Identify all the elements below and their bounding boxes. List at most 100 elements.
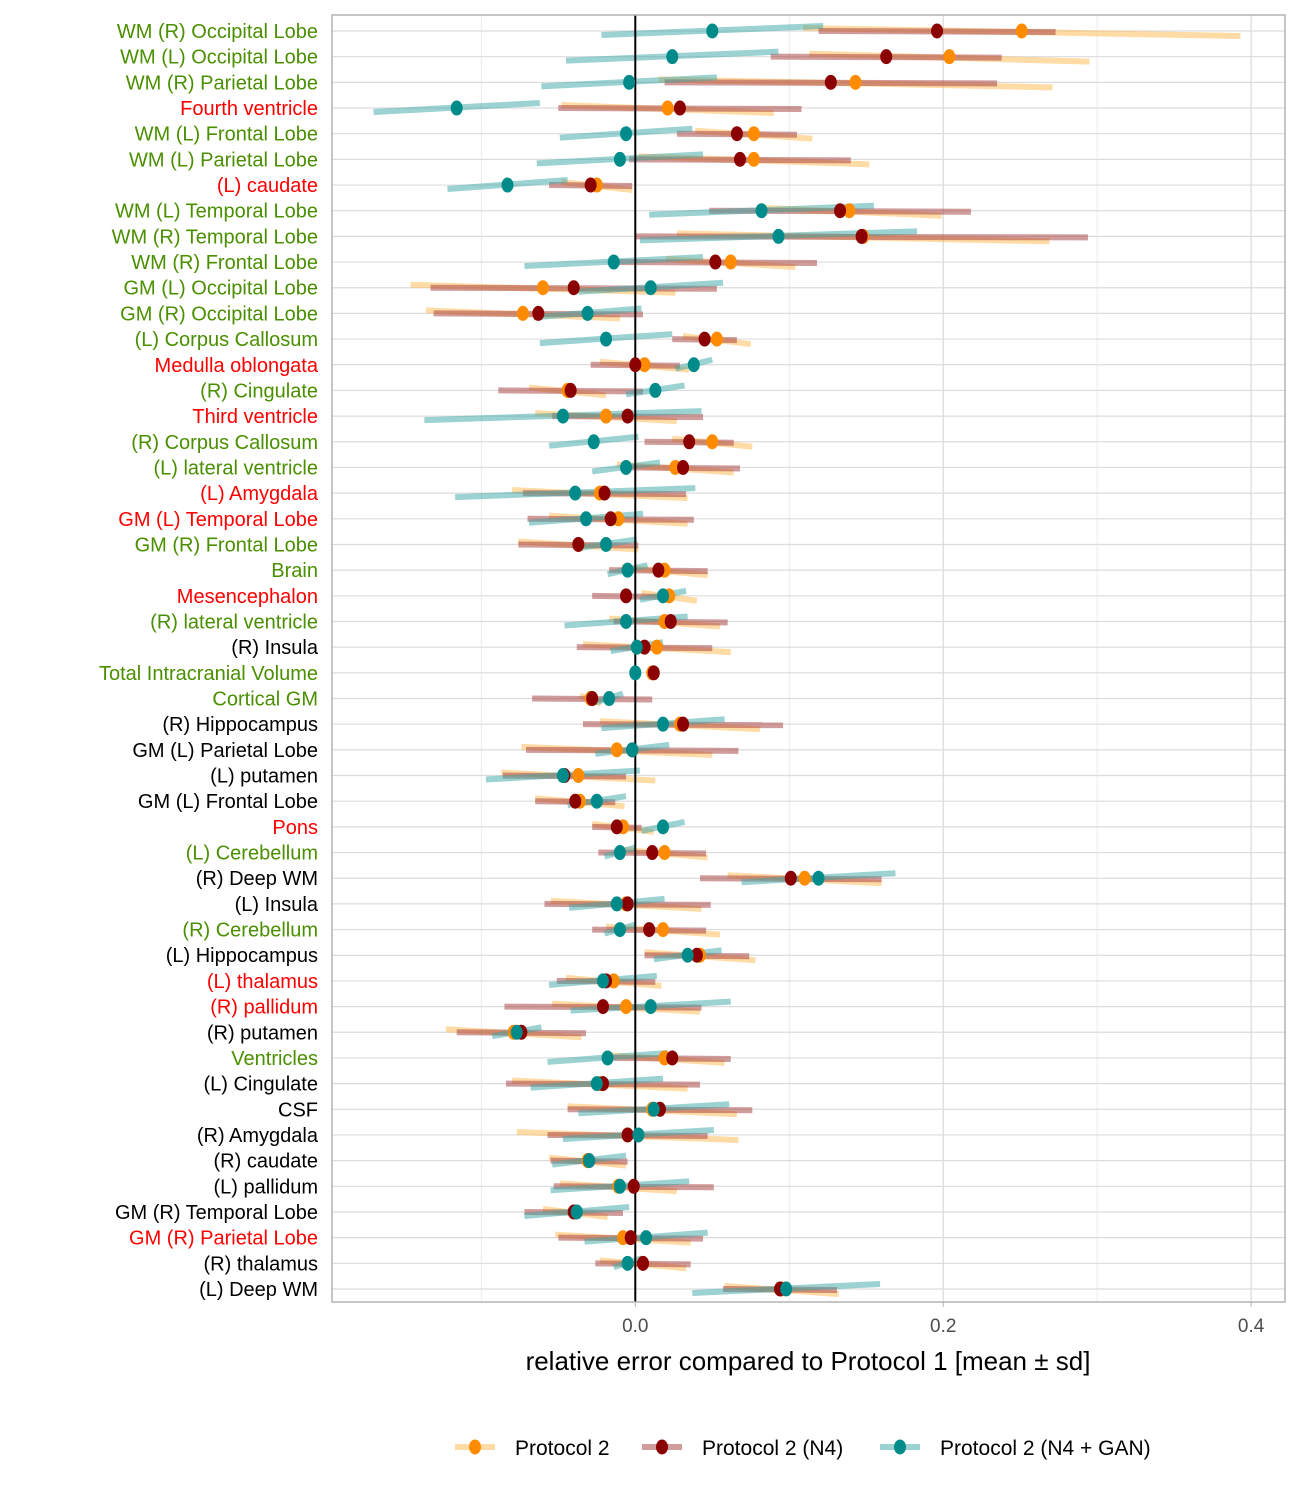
point-3 bbox=[621, 562, 634, 578]
point-3 bbox=[681, 947, 694, 963]
point-1 bbox=[600, 408, 613, 424]
y-label: Mesencephalon bbox=[177, 586, 318, 608]
point-2 bbox=[610, 819, 623, 835]
x-axis-title: relative error compared to Protocol 1 [m… bbox=[526, 1346, 1091, 1376]
point-3 bbox=[607, 254, 620, 270]
point-1 bbox=[638, 357, 651, 373]
point-2 bbox=[824, 74, 837, 90]
y-label: (R) caudate bbox=[214, 1151, 319, 1173]
y-label: (R) Hippocampus bbox=[162, 714, 318, 736]
point-3 bbox=[626, 742, 639, 758]
y-label: Brain bbox=[271, 560, 318, 582]
point-3 bbox=[556, 768, 569, 784]
y-label: (R) pallidum bbox=[210, 997, 318, 1019]
point-2 bbox=[621, 1127, 634, 1143]
point-1 bbox=[620, 999, 633, 1015]
point-2 bbox=[596, 999, 609, 1015]
y-label: Ventricles bbox=[231, 1048, 318, 1070]
point-3 bbox=[603, 691, 616, 707]
point-2 bbox=[624, 1230, 637, 1246]
legend-item: Protocol 2 bbox=[455, 1437, 610, 1460]
point-1 bbox=[747, 151, 760, 167]
point-3 bbox=[780, 1281, 793, 1297]
y-label: (L) Corpus Callosum bbox=[135, 329, 318, 351]
point-2 bbox=[664, 613, 677, 629]
point-2 bbox=[532, 305, 545, 321]
y-label: Cortical GM bbox=[212, 689, 318, 711]
point-3 bbox=[772, 228, 785, 244]
point-3 bbox=[590, 793, 603, 809]
y-label: (L) pallidum bbox=[214, 1176, 318, 1198]
y-label: (R) Deep WM bbox=[196, 868, 318, 890]
y-label: GM (L) Parietal Lobe bbox=[132, 740, 318, 762]
y-label: (R) Amygdala bbox=[197, 1125, 319, 1147]
point-3 bbox=[647, 1101, 660, 1117]
point-1 bbox=[747, 126, 760, 142]
point-3 bbox=[583, 1153, 596, 1169]
point-3 bbox=[600, 536, 613, 552]
point-3 bbox=[580, 511, 593, 527]
grid bbox=[332, 15, 1285, 1302]
y-label: GM (R) Parietal Lobe bbox=[129, 1228, 318, 1250]
point-3 bbox=[640, 1230, 653, 1246]
point-3 bbox=[812, 870, 825, 886]
point-3 bbox=[596, 973, 609, 989]
point-3 bbox=[623, 74, 636, 90]
point-2 bbox=[730, 126, 743, 142]
point-3 bbox=[644, 999, 657, 1015]
y-label: WM (L) Temporal Lobe bbox=[115, 201, 318, 223]
point-2 bbox=[834, 203, 847, 219]
point-1 bbox=[610, 742, 623, 758]
point-2 bbox=[629, 357, 642, 373]
y-label: (L) Hippocampus bbox=[166, 945, 318, 967]
point-3 bbox=[621, 1255, 634, 1271]
point-3 bbox=[649, 382, 662, 398]
point-2 bbox=[569, 793, 582, 809]
point-3 bbox=[706, 23, 719, 39]
y-label: WM (L) Frontal Lobe bbox=[135, 124, 318, 146]
point-2 bbox=[652, 562, 665, 578]
point-3 bbox=[610, 896, 623, 912]
point-2 bbox=[567, 280, 580, 296]
point-3 bbox=[613, 922, 626, 938]
y-label: WM (R) Frontal Lobe bbox=[131, 252, 318, 274]
y-label: Total Intracranial Volume bbox=[99, 663, 318, 685]
point-1 bbox=[536, 280, 549, 296]
point-1 bbox=[724, 254, 737, 270]
point-2 bbox=[698, 331, 711, 347]
y-label: (L) putamen bbox=[210, 766, 318, 788]
legend-point bbox=[469, 1439, 481, 1455]
point-2 bbox=[784, 870, 797, 886]
legend-item: Protocol 2 (N4 + GAN) bbox=[880, 1437, 1151, 1460]
point-2 bbox=[646, 845, 659, 861]
point-1 bbox=[658, 845, 671, 861]
y-label: (L) lateral ventricle bbox=[153, 457, 318, 479]
point-1 bbox=[943, 49, 956, 65]
point-3 bbox=[657, 716, 670, 732]
y-label: (R) thalamus bbox=[204, 1253, 318, 1275]
y-label: GM (L) Frontal Lobe bbox=[138, 791, 318, 813]
point-2 bbox=[643, 922, 656, 938]
point-1 bbox=[1015, 23, 1028, 39]
point-3 bbox=[590, 1076, 603, 1092]
point-2 bbox=[621, 896, 634, 912]
point-2 bbox=[690, 947, 703, 963]
x-tick-label: 0.0 bbox=[622, 1316, 648, 1337]
legend-point bbox=[656, 1439, 668, 1455]
point-1 bbox=[657, 922, 670, 938]
point-3 bbox=[600, 331, 613, 347]
point-3 bbox=[666, 49, 679, 65]
y-label: WM (R) Occipital Lobe bbox=[117, 21, 318, 43]
point-3 bbox=[556, 408, 569, 424]
legend-item: Protocol 2 (N4) bbox=[642, 1437, 843, 1460]
y-label: (R) putamen bbox=[207, 1022, 318, 1044]
point-2 bbox=[564, 382, 577, 398]
y-axis-labels: WM (R) Occipital Lobe WM (L) Occipital Lo… bbox=[99, 21, 319, 1301]
point-1 bbox=[710, 331, 723, 347]
point-3 bbox=[613, 1178, 626, 1194]
point-1 bbox=[843, 203, 856, 219]
y-label: Pons bbox=[272, 817, 318, 839]
legend-label: Protocol 2 (N4) bbox=[702, 1437, 843, 1460]
y-label: (L) Cingulate bbox=[203, 1074, 318, 1096]
